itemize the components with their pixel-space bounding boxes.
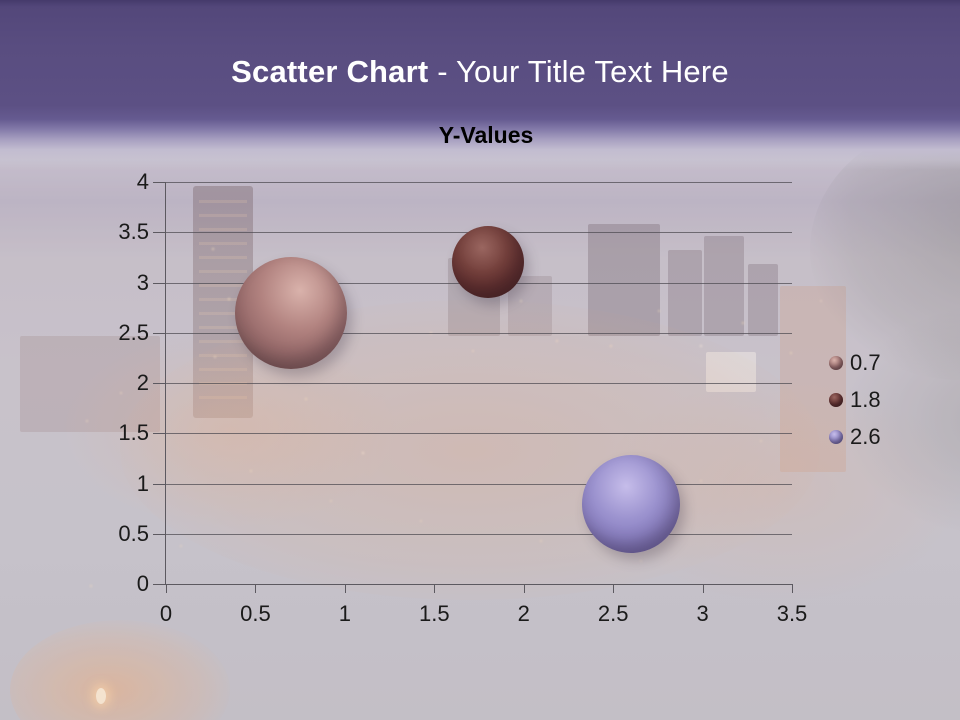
x-axis-tick bbox=[434, 584, 436, 593]
lit-building bbox=[706, 352, 756, 392]
building-silhouette bbox=[704, 236, 744, 336]
y-axis-tick bbox=[153, 282, 166, 284]
y-axis-tick-label: 2.5 bbox=[118, 319, 149, 345]
scatter-bubble-1.8 bbox=[451, 226, 524, 299]
y-gridline bbox=[166, 483, 792, 485]
header-band: Scatter Chart - Your Title Text Here bbox=[0, 0, 960, 170]
legend-item: 0.7 bbox=[829, 344, 881, 381]
scatter-bubble-0.7 bbox=[235, 256, 348, 369]
streetlight bbox=[96, 688, 106, 704]
y-gridline bbox=[166, 533, 792, 535]
legend-item: 1.8 bbox=[829, 381, 881, 418]
y-axis-tick-label: 0.5 bbox=[118, 520, 149, 546]
city-glow bbox=[120, 300, 820, 600]
x-axis-line bbox=[153, 584, 792, 585]
y-axis-tick-label: 2 bbox=[136, 370, 149, 395]
x-axis-tick-label: 2.5 bbox=[597, 601, 629, 626]
y-gridline bbox=[166, 433, 792, 435]
y-gridline bbox=[166, 182, 792, 183]
y-axis-tick bbox=[153, 332, 166, 334]
legend-bubble-icon bbox=[829, 429, 843, 444]
x-axis-tick bbox=[344, 584, 346, 593]
y-axis-tick-label: 4 bbox=[136, 169, 149, 194]
x-axis-tick bbox=[702, 584, 704, 593]
legend-item-label: 2.6 bbox=[850, 423, 881, 449]
building-silhouette bbox=[508, 276, 552, 336]
y-axis-tick bbox=[153, 433, 166, 435]
x-axis-tick bbox=[523, 584, 525, 593]
building-silhouette bbox=[748, 264, 778, 336]
x-axis-tick-label: 1.5 bbox=[418, 601, 450, 626]
legend-bubble-icon bbox=[829, 392, 843, 407]
legend-bubble-icon bbox=[829, 355, 843, 370]
x-axis-tick bbox=[166, 584, 167, 593]
x-axis-tick-label: 0 bbox=[159, 601, 173, 626]
legend-item-label: 0.7 bbox=[850, 349, 881, 375]
y-axis-tick bbox=[153, 383, 166, 384]
y-gridline bbox=[166, 383, 792, 384]
x-axis-tick bbox=[255, 584, 257, 593]
x-axis-tick bbox=[792, 584, 793, 593]
y-gridline bbox=[166, 332, 792, 334]
x-axis-tick-label: 1 bbox=[338, 601, 351, 626]
legend-item-label: 1.8 bbox=[850, 386, 881, 412]
building-silhouette bbox=[668, 250, 702, 336]
slide-title: Scatter Chart - Your Title Text Here bbox=[0, 54, 960, 90]
building-silhouette bbox=[588, 224, 660, 336]
scatter-bubble-2.6 bbox=[582, 454, 681, 553]
chart-legend: 0.7 1.8 2.6 bbox=[829, 344, 881, 455]
x-axis-tick bbox=[613, 584, 615, 593]
x-axis-tick-label: 3.5 bbox=[776, 601, 808, 626]
y-axis-tick bbox=[153, 232, 166, 234]
legend-item: 2.6 bbox=[829, 418, 881, 455]
x-axis-tick-label: 2 bbox=[517, 601, 530, 626]
y-axis-tick-label: 3 bbox=[136, 269, 149, 295]
y-axis-tick-label: 0 bbox=[136, 571, 149, 596]
y-axis-tick-label: 1 bbox=[136, 470, 149, 496]
y-axis-tick bbox=[153, 483, 166, 485]
y-axis-tick-label: 1.5 bbox=[118, 420, 149, 446]
slide-title-rest: - Your Title Text Here bbox=[437, 54, 729, 89]
y-axis-tick-label: 3.5 bbox=[118, 219, 149, 245]
y-axis-line bbox=[165, 182, 166, 585]
building-silhouette bbox=[20, 336, 160, 432]
x-axis-tick-label: 3 bbox=[696, 601, 709, 626]
slide-title-bold: Scatter Chart bbox=[231, 54, 429, 89]
city-glow bbox=[60, 330, 400, 530]
chart-title: Y-Values bbox=[438, 122, 534, 148]
y-axis-tick bbox=[153, 182, 166, 183]
y-axis-tick bbox=[153, 533, 166, 535]
x-axis-tick-label: 0.5 bbox=[240, 601, 271, 626]
